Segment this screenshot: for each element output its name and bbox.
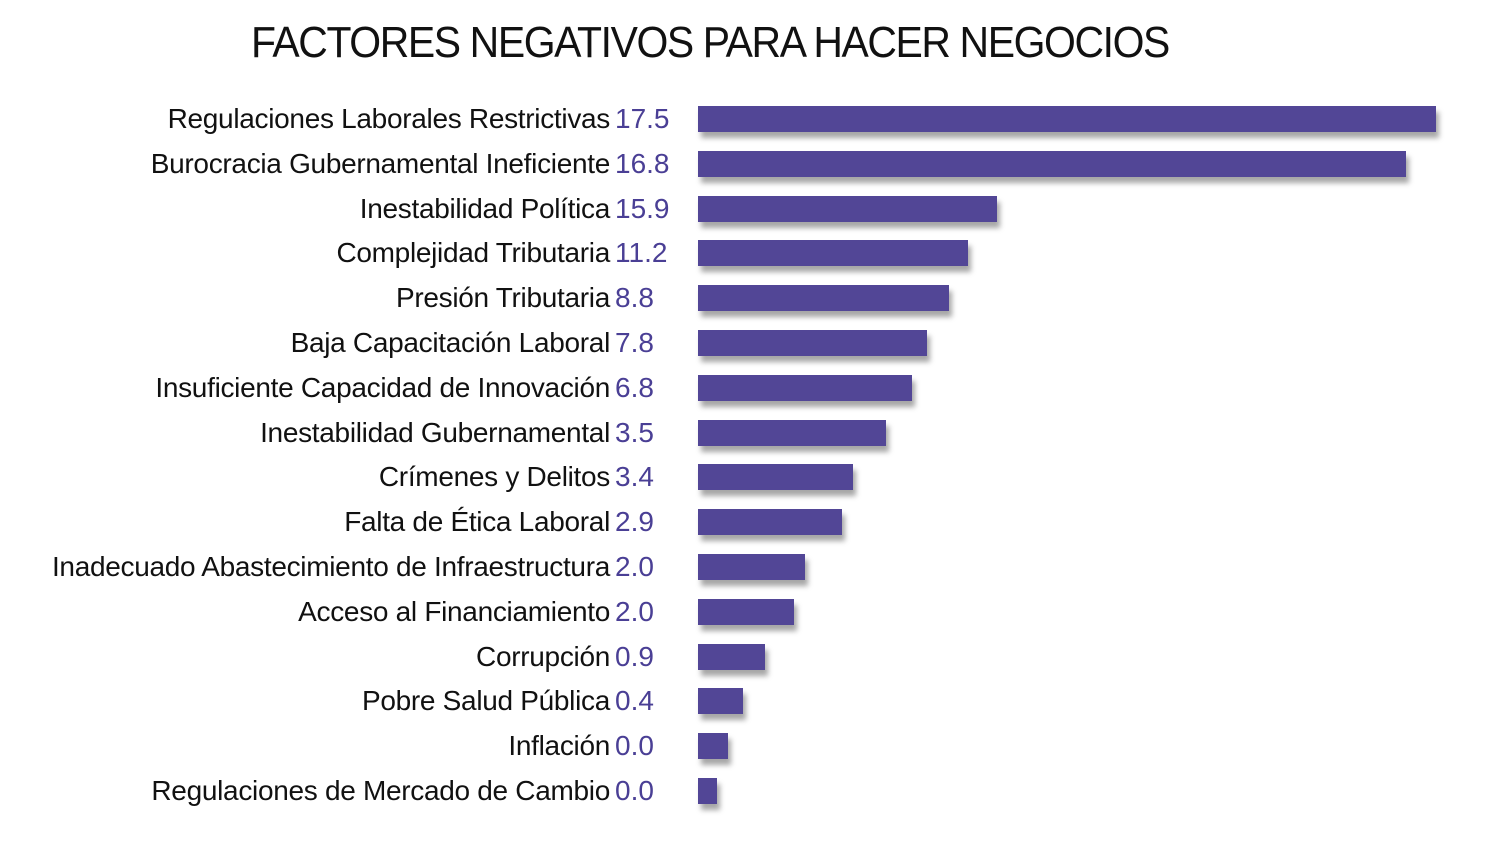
bar <box>698 150 1406 177</box>
bar-row: Presión Tributaria 8.8 <box>0 278 1500 318</box>
category-label: Pobre Salud Pública <box>361 685 610 717</box>
value-label: 2.0 <box>615 551 654 582</box>
category-label: Inflación <box>508 730 610 762</box>
bar <box>698 509 842 536</box>
bar-row: Acceso al Financiamiento 2.0 <box>0 592 1500 632</box>
bar-row: Falta de Ética Laboral 2.9 <box>0 502 1500 542</box>
bar <box>698 419 886 446</box>
category-label: Inestabilidad Gubernamental <box>260 416 610 448</box>
category-label: Corrupción <box>476 640 610 672</box>
category-label: Insuficiente Capacidad de Innovación <box>155 371 610 403</box>
value-label: 11.2 <box>615 237 668 269</box>
category-label: Complejidad Tributaria <box>336 237 610 269</box>
value-label: 0.4 <box>615 685 654 717</box>
value-label: 16.8 <box>615 147 670 179</box>
category-label: Baja Capacitación Laboral <box>290 327 611 358</box>
bar <box>698 643 765 670</box>
bar <box>698 688 743 715</box>
value-label: 15.9 <box>615 192 670 224</box>
value-label: 3.4 <box>615 461 654 493</box>
category-label: Acceso al Financiamiento <box>298 595 610 627</box>
category-label: Regulaciones de Mercado de Cambio <box>151 775 610 806</box>
bar <box>698 285 949 312</box>
category-label: Regulaciones Laborales Restrictivas <box>167 103 611 134</box>
bar-row: Inadecuado Abastecimiento de Infraestruc… <box>0 547 1500 587</box>
bar-row: Inestabilidad Gubernamental 3.5 <box>0 413 1500 453</box>
bar <box>698 195 997 222</box>
value-label: 0.0 <box>615 730 654 762</box>
bar-row: Crímenes y Delitos 3.4 <box>0 457 1500 497</box>
bar <box>698 330 927 356</box>
bar-row: Burocracia Gubernamental Ineficiente 16.8 <box>0 144 1500 184</box>
bar-row: Inflación 0.0 <box>0 726 1500 766</box>
chart-title: FACTORES NEGATIVOS PARA HACER NEGOCIOS <box>251 18 1170 67</box>
bar-row: Regulaciones de Mercado de Cambio 0.0 <box>0 771 1500 811</box>
bar <box>698 374 912 401</box>
bar-row: Insuficiente Capacidad de Innovación 6.8 <box>0 368 1500 408</box>
value-label: 6.8 <box>615 371 654 403</box>
category-label: Inestabilidad Política <box>359 192 611 224</box>
value-label: 2.0 <box>615 595 654 627</box>
bar <box>698 464 853 491</box>
value-label: 2.9 <box>615 506 654 538</box>
value-label: 7.8 <box>615 327 654 358</box>
bar-row: Regulaciones Laborales Restrictivas 17.5 <box>0 99 1500 139</box>
category-label: Inadecuado Abastecimiento de Infraestruc… <box>51 551 610 582</box>
bar <box>698 106 1436 132</box>
bar <box>698 598 794 625</box>
category-label: Presión Tributaria <box>395 282 610 314</box>
bar <box>698 778 717 804</box>
value-label: 8.8 <box>615 282 654 314</box>
value-label: 17.5 <box>615 103 670 134</box>
category-label: Crímenes y Delitos <box>378 461 610 493</box>
bar <box>698 240 968 267</box>
bar-row: Complejidad Tributaria 11.2 <box>0 233 1500 273</box>
bar-row: Inestabilidad Política 15.9 <box>0 189 1500 229</box>
category-label: Falta de Ética Laboral <box>344 506 610 538</box>
bar-row: Pobre Salud Pública 0.4 <box>0 681 1500 721</box>
value-label: 3.5 <box>615 416 654 448</box>
value-label: 0.0 <box>615 775 654 806</box>
bar-row: Corrupción 0.9 <box>0 637 1500 677</box>
bar <box>698 733 728 760</box>
category-label: Burocracia Gubernamental Ineficiente <box>150 147 611 179</box>
bar-row: Baja Capacitación Laboral 7.8 <box>0 323 1500 363</box>
bar <box>698 554 805 580</box>
value-label: 0.9 <box>615 640 654 672</box>
